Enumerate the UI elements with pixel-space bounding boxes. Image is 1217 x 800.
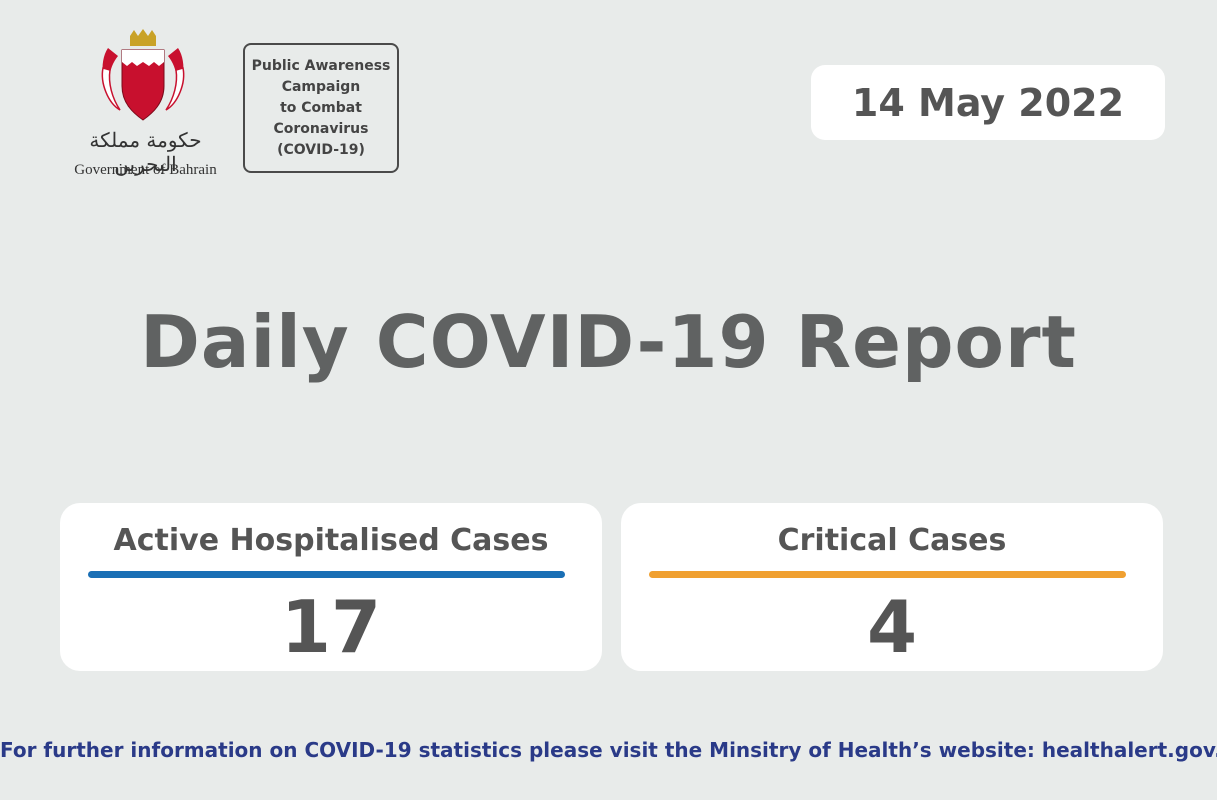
english-government-name: Government of Bahrain (74, 162, 217, 178)
government-logo: حكومة مملكة البحرين Government of Bahrai… (58, 28, 233, 183)
page-title: Daily COVID-19 Report (140, 300, 1077, 384)
stat-accent-bar (88, 571, 565, 578)
report-date: 14 May 2022 (851, 80, 1125, 125)
campaign-badge: Public Awareness Campaign to Combat Coro… (243, 43, 399, 173)
stat-value: 4 (866, 585, 918, 669)
footer-note: For further information on COVID-19 stat… (0, 738, 1217, 762)
campaign-text: Public Awareness Campaign to Combat Coro… (251, 57, 391, 158)
stat-card-critical: Critical Cases 4 (621, 503, 1163, 671)
stat-label: Critical Cases (777, 523, 1007, 558)
date-badge: 14 May 2022 (811, 65, 1165, 140)
stat-card-active-hospitalised: Active Hospitalised Cases 17 (60, 503, 602, 671)
stat-value: 17 (280, 585, 382, 669)
stat-label: Active Hospitalised Cases (113, 523, 549, 558)
arabic-government-name: حكومة مملكة البحرين (89, 128, 202, 176)
bahrain-emblem-icon (101, 29, 185, 121)
stat-accent-bar (649, 571, 1126, 578)
